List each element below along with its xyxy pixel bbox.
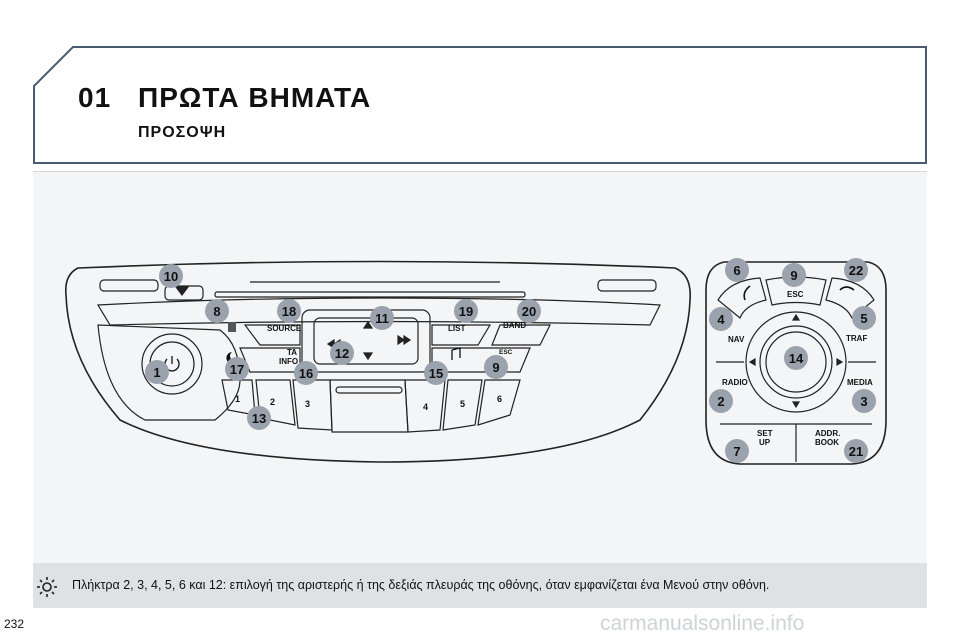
callout-9-front: 9 [484,355,508,379]
callout-16: 16 [294,361,318,385]
callout-11: 11 [370,306,394,330]
esc-button-front[interactable]: ESC [499,349,513,356]
svg-text:9: 9 [492,360,499,375]
callout-1: 1 [145,360,169,384]
svg-text:22: 22 [849,263,863,278]
note-text: Πλήκτρα 2, 3, 4, 5, 6 και 12: επιλογή τη… [72,578,770,592]
svg-text:9: 9 [790,268,797,283]
svg-text:10: 10 [164,269,178,284]
addr-book-button-line1[interactable]: ADDR. [815,429,840,438]
media-list-icon [228,322,236,332]
chapter-header [33,46,927,164]
callout-2: 2 [709,389,733,413]
addr-book-button-line2[interactable]: BOOK [815,438,839,447]
callout-20: 20 [517,299,541,323]
callout-4: 4 [709,307,733,331]
media-button[interactable]: MEDIA [847,378,873,387]
traffic-button[interactable]: TRAF [846,334,867,343]
info-button[interactable]: INFO [279,357,298,366]
callout-22: 22 [844,258,868,282]
figure-panel [33,171,927,564]
svg-text:16: 16 [299,366,313,381]
callout-7: 7 [725,439,749,463]
svg-text:7: 7 [733,444,740,459]
svg-text:18: 18 [282,304,296,319]
svg-text:8: 8 [213,304,220,319]
callout-17: 17 [225,357,249,381]
header-frame [33,46,927,164]
preset-5[interactable]: 5 [460,399,465,409]
preset-6[interactable]: 6 [497,394,502,404]
callout-10: 10 [159,264,183,288]
callout-12: 12 [330,341,354,365]
source-button[interactable]: SOURCE [267,324,302,333]
radio-button[interactable]: RADIO [722,378,748,387]
svg-text:21: 21 [849,444,863,459]
callout-3: 3 [852,389,876,413]
chapter-number: 01 [78,82,112,113]
preset-2[interactable]: 2 [270,397,275,407]
esc-button-panel[interactable]: ESC [787,290,804,299]
svg-text:15: 15 [429,366,443,381]
phone-icon [743,285,751,301]
hangup-icon [839,286,855,291]
list-button[interactable]: LIST [448,324,465,333]
callout-5: 5 [852,306,876,330]
svg-text:19: 19 [459,304,473,319]
svg-text:20: 20 [522,304,536,319]
callout-21: 21 [844,439,868,463]
front-callouts: 10 8 18 11 19 20 1 17 12 16 15 9 13 [145,264,541,430]
svg-text:14: 14 [789,351,804,366]
callout-13: 13 [247,406,271,430]
svg-text:1: 1 [153,365,160,380]
note-bar [33,563,927,608]
chapter-title: ΠΡΩΤΑ ΒΗΜΑΤΑ [138,82,372,113]
watermark: carmanualsonline.info [600,612,805,635]
callout-9-panel: 9 [782,263,806,287]
music-note-icon [451,347,461,360]
page-number: 232 [4,617,25,631]
svg-text:3: 3 [860,394,867,409]
setup-button-line1[interactable]: SET [757,429,773,438]
callout-8: 8 [205,299,229,323]
panel-callouts: 6 9 22 4 5 14 2 3 7 21 [709,258,876,463]
nav-button[interactable]: NAV [728,335,745,344]
callout-15: 15 [424,361,448,385]
section-title: ΠΡΟΣΟΨΗ [138,124,227,141]
svg-text:12: 12 [335,346,349,361]
callout-14: 14 [784,346,808,370]
ta-button[interactable]: TA [287,348,297,357]
sun-icon [37,577,57,597]
svg-text:2: 2 [717,394,724,409]
callout-19: 19 [454,299,478,323]
callout-6: 6 [725,258,749,282]
band-button[interactable]: BAND [503,321,526,330]
svg-text:6: 6 [733,263,740,278]
svg-text:5: 5 [860,311,867,326]
preset-4[interactable]: 4 [423,402,428,412]
preset-1[interactable]: 1 [235,394,240,404]
preset-3[interactable]: 3 [305,399,310,409]
svg-text:13: 13 [252,411,266,426]
setup-button-line2[interactable]: UP [759,438,771,447]
callout-18: 18 [277,299,301,323]
svg-text:4: 4 [717,312,725,327]
svg-text:17: 17 [230,362,244,377]
svg-text:11: 11 [375,311,389,326]
power-icon [164,356,180,372]
